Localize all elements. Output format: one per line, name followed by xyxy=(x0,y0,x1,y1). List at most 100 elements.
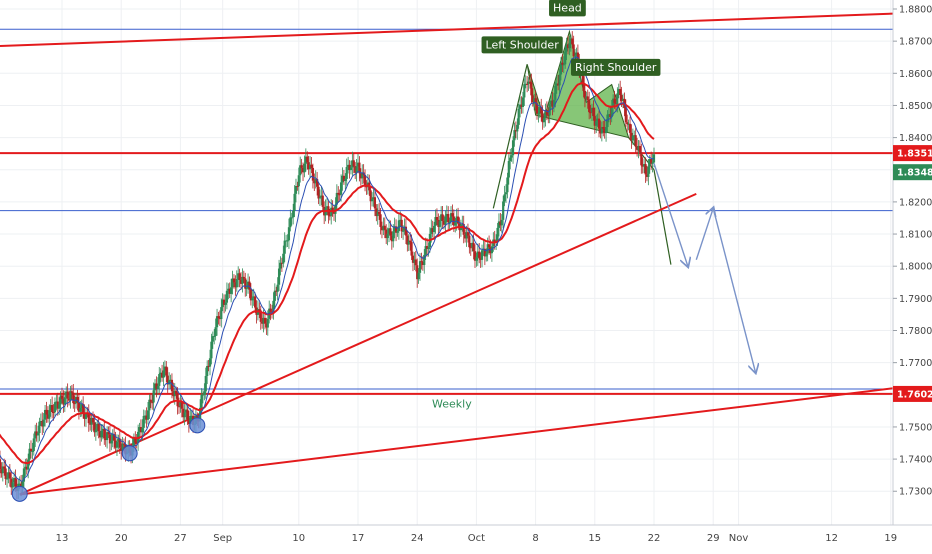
candle-body xyxy=(111,434,114,441)
candle-body xyxy=(5,478,9,480)
candle-body xyxy=(335,192,338,205)
candle-body xyxy=(280,262,283,264)
candle-body xyxy=(275,290,278,292)
candle-body xyxy=(158,374,161,386)
x-tick-label: 20 xyxy=(115,533,128,544)
candle-body xyxy=(542,117,546,123)
candle-body xyxy=(308,164,312,170)
x-axis[interactable]: 13 20 27 Sep 10 17 24 Oct 8 15 22 29 Nov 12 19 xyxy=(0,524,932,550)
x-tick-label: Nov xyxy=(729,533,749,544)
candle-body xyxy=(244,278,247,289)
candle-body xyxy=(307,162,310,170)
candle-body xyxy=(106,432,109,441)
candle-body xyxy=(184,409,188,413)
candle-body xyxy=(283,240,286,254)
candle-body xyxy=(70,391,73,393)
candle-body xyxy=(535,103,539,114)
candle-body xyxy=(266,318,269,328)
candle-body xyxy=(36,433,40,436)
candle-body xyxy=(355,166,358,173)
candle-body xyxy=(573,55,577,57)
candle-body xyxy=(585,96,588,99)
candle-body xyxy=(504,192,508,195)
candle-body xyxy=(24,466,27,469)
candle-body xyxy=(475,257,478,261)
candle-body xyxy=(609,114,612,118)
candle-body xyxy=(493,239,496,243)
candle-body xyxy=(528,81,532,83)
candle-body xyxy=(258,309,261,311)
y-tick-label: 1.88000 xyxy=(899,5,932,16)
candle-body xyxy=(53,402,57,413)
x-tick-label: 24 xyxy=(411,533,424,544)
candle-body xyxy=(414,259,417,266)
candle-body xyxy=(259,310,262,322)
candle-body xyxy=(595,121,598,126)
y-tick-label: 1.85000 xyxy=(899,101,932,112)
candle-body xyxy=(569,38,572,44)
candle-body xyxy=(296,186,299,188)
candle-body xyxy=(354,166,357,173)
candle-body xyxy=(12,478,16,483)
candle-body xyxy=(396,231,399,233)
candle-body xyxy=(41,421,44,427)
candle-body xyxy=(179,402,182,407)
candle-body xyxy=(155,383,158,389)
candle-body xyxy=(483,248,486,257)
candle-body xyxy=(486,244,489,254)
candle-body xyxy=(599,128,602,134)
candle-body xyxy=(469,247,472,249)
candlesticks xyxy=(0,31,656,499)
projection-arrow xyxy=(653,163,688,266)
candle-body xyxy=(265,323,268,328)
candle-body xyxy=(402,230,405,232)
candle-body xyxy=(208,358,212,367)
candle-body xyxy=(331,207,334,211)
candle-body xyxy=(28,448,31,460)
candle-body xyxy=(596,118,599,122)
candle-body xyxy=(561,62,564,65)
candle-body xyxy=(586,96,589,101)
candle-body xyxy=(603,128,606,134)
candle-body xyxy=(83,413,86,419)
candle-body xyxy=(206,365,209,376)
candle-body xyxy=(151,402,154,404)
candle-body xyxy=(386,233,389,239)
candle-body xyxy=(473,251,477,261)
candle-body xyxy=(497,221,501,228)
x-tick-label: 29 xyxy=(707,533,720,544)
candle-body xyxy=(93,422,96,433)
candle-body xyxy=(637,145,640,150)
projection-arrows xyxy=(653,163,755,372)
candle-body xyxy=(132,438,135,447)
candle-body xyxy=(96,423,99,430)
candle-body xyxy=(66,391,69,399)
candle-body xyxy=(272,300,275,313)
y-tick-label: 1.82000 xyxy=(899,197,932,208)
candle-body xyxy=(424,246,427,255)
candle-body xyxy=(8,472,11,479)
candle-body xyxy=(21,481,24,488)
candle-body xyxy=(379,214,382,227)
candle-body xyxy=(564,51,567,65)
candle-body xyxy=(204,375,207,392)
candle-body xyxy=(610,107,613,118)
candle-body xyxy=(110,440,113,444)
candle-body xyxy=(239,279,243,284)
candle-body xyxy=(277,268,281,285)
candle-body xyxy=(297,175,300,187)
candle-body xyxy=(232,278,236,283)
candle-body xyxy=(538,107,541,114)
candle-body xyxy=(160,372,164,378)
candle-body xyxy=(339,182,343,195)
candle-body xyxy=(201,394,205,396)
candle-body xyxy=(67,398,71,401)
candle-body xyxy=(77,402,81,412)
candle-body xyxy=(317,186,320,199)
candle-body xyxy=(166,375,169,385)
candle-body xyxy=(479,258,482,260)
candle-body xyxy=(121,443,124,452)
y-axis[interactable]: 1.880001.870001.860001.850001.840001.830… xyxy=(892,0,932,550)
